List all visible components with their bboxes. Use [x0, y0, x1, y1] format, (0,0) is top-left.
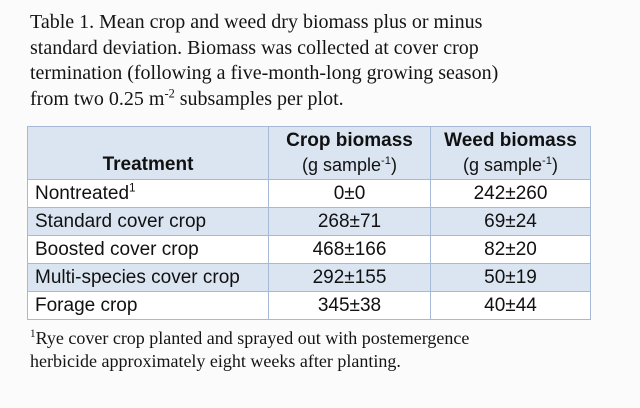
cell-crop-biomass: 0±0	[268, 179, 431, 208]
cell-treatment: Boosted cover crop	[27, 235, 269, 264]
superscript-exponent: -1	[381, 155, 391, 167]
table-caption: Table 1. Mean crop and weed dry biomass …	[30, 10, 498, 112]
caption-line-3: termination (following a five-month-long…	[30, 62, 499, 84]
cell-crop-biomass: 345±38	[268, 291, 431, 320]
header-unit: (g sample-1)	[463, 155, 558, 175]
table-row-multi-species-cover-crop: Multi-species cover crop 292±155 50±19	[27, 263, 591, 292]
cell-weed-biomass: 40±44	[430, 291, 591, 320]
column-header-weed-biomass: Weed biomass (g sample-1)	[430, 126, 591, 180]
table-footnote: 1Rye cover crop planted and sprayed out …	[30, 327, 469, 373]
cell-crop-biomass: 268±71	[268, 207, 431, 236]
biomass-table: Treatment Crop biomass (g sample-1) Weed…	[27, 126, 591, 320]
header-label: Treatment	[102, 154, 194, 175]
footnote-line-1: 1Rye cover crop planted and sprayed out …	[30, 328, 470, 348]
cell-crop-biomass: 468±166	[268, 235, 431, 264]
cell-crop-biomass: 292±155	[268, 263, 431, 292]
cell-treatment: Standard cover crop	[27, 207, 269, 236]
table-row-nontreated: Nontreated1 0±0 242±260	[27, 179, 591, 208]
footnote-line-2: herbicide approximately eight weeks afte…	[30, 351, 401, 371]
header-label: Weed biomass	[444, 130, 577, 151]
caption-line-2: standard deviation. Biomass was collecte…	[30, 36, 479, 59]
table-row-standard-cover-crop: Standard cover crop 268±71 69±24	[27, 207, 591, 236]
superscript-exponent: -2	[164, 85, 175, 100]
cell-treatment: Forage crop	[27, 291, 269, 320]
cell-weed-biomass: 69±24	[430, 207, 591, 236]
column-header-treatment: Treatment	[27, 126, 269, 180]
cell-weed-biomass: 82±20	[430, 235, 591, 264]
cell-weed-biomass: 242±260	[430, 179, 591, 208]
column-header-crop-biomass: Crop biomass (g sample-1)	[268, 126, 431, 180]
footnote-marker: 1	[30, 328, 36, 340]
table-row-forage-crop: Forage crop 345±38 40±44	[27, 291, 591, 320]
header-label: Crop biomass	[286, 130, 413, 151]
caption-line-4: from two 0.25 m-2 subsamples per plot.	[30, 85, 344, 110]
footnote-marker: 1	[129, 181, 136, 195]
cell-treatment: Nontreated1	[27, 179, 269, 208]
table-row-boosted-cover-crop: Boosted cover crop 468±166 82±20	[27, 235, 591, 264]
table-header-row: Treatment Crop biomass (g sample-1) Weed…	[27, 126, 591, 180]
header-unit: (g sample-1)	[302, 155, 397, 175]
cell-treatment: Multi-species cover crop	[27, 263, 269, 292]
caption-line-1: Table 1. Mean crop and weed dry biomass …	[30, 11, 483, 33]
superscript-exponent: -1	[542, 155, 552, 167]
cell-weed-biomass: 50±19	[430, 263, 591, 292]
